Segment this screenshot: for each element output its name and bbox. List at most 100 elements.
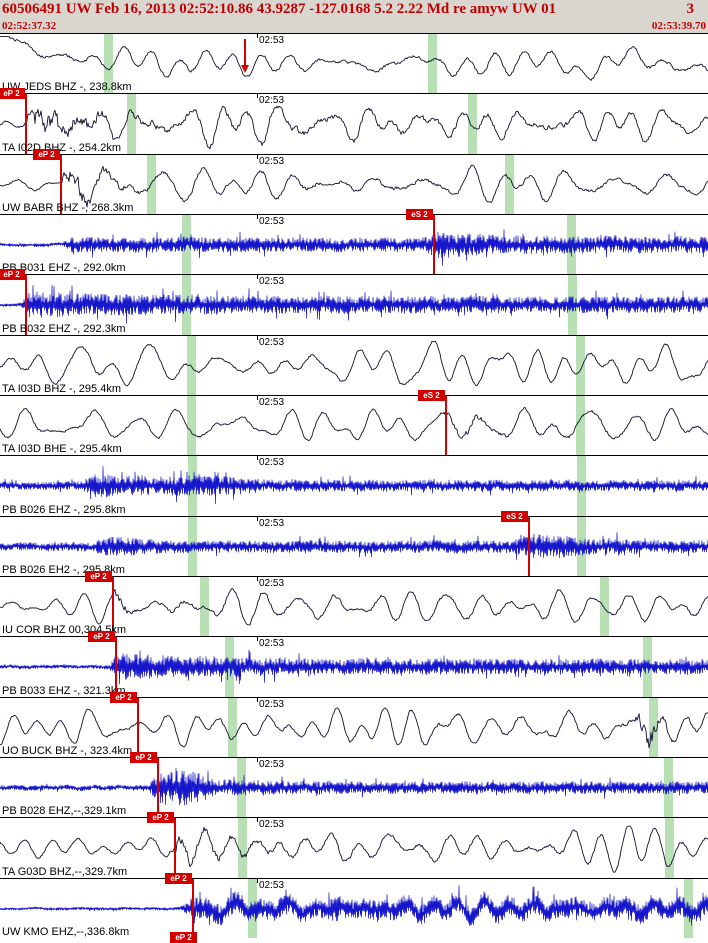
minute-label: 02:53: [259, 879, 285, 891]
trace-panel[interactable]: 02:53 UW BABR BHZ -, 268.3km eP 2: [0, 148, 708, 214]
waveform-trace[interactable]: [0, 879, 708, 938]
waveform-trace[interactable]: [0, 94, 708, 153]
predicted-phase-bar: [428, 34, 437, 94]
pick-flag[interactable]: eP 2: [0, 269, 25, 281]
waveform-trace[interactable]: [0, 456, 708, 515]
pick-flag[interactable]: eP 2: [33, 148, 60, 160]
waveform-trace[interactable]: [0, 698, 708, 757]
header-bar: 60506491 UW Feb 16, 2013 02:52:10.86 43.…: [0, 0, 708, 33]
predicted-phase-bar: [104, 34, 113, 94]
predicted-phase-bar: [576, 335, 585, 395]
station-label: UW JEDS BHZ -, 238.8km: [2, 81, 132, 94]
minute-tick: [257, 94, 258, 99]
waveform-trace[interactable]: [0, 758, 708, 817]
pick-flag[interactable]: eP 2: [0, 88, 25, 100]
predicted-phase-bar: [187, 395, 196, 456]
minute-label: 02:53: [259, 336, 285, 348]
trace-panel[interactable]: 02:53 TA I03D BHZ -, 295.4km: [0, 334, 708, 395]
station-label: PB B026 EHZ -, 295.8km: [2, 503, 126, 516]
minute-tick: [257, 456, 258, 461]
waveform-trace[interactable]: [0, 818, 708, 877]
predicted-phase-bar: [665, 818, 674, 878]
waveform-trace[interactable]: [0, 336, 708, 395]
predicted-phase-bar: [147, 154, 156, 214]
pick-line[interactable]: [157, 757, 159, 818]
pick-flag[interactable]: eS 2: [501, 510, 528, 522]
trace-panel[interactable]: 02:53 PB B026 EH2 -, 295.8km eS 2: [0, 510, 708, 576]
pick-line[interactable]: [528, 516, 530, 576]
predicted-phase-bar: [238, 818, 247, 878]
trace-panel[interactable]: 02:53 TA G03D BHZ,--,329.7km eP 2: [0, 812, 708, 878]
trace-panel[interactable]: 02:53 TA I03D BHE -, 295.4km eS 2: [0, 389, 708, 456]
trace-panel[interactable]: 02:53 UW JEDS BHZ -, 238.8km: [0, 33, 708, 94]
waveform-trace[interactable]: [0, 517, 708, 576]
predicted-phase-bar: [576, 395, 585, 456]
minute-tick: [257, 637, 258, 642]
station-label: PB B033 EHZ -, 321.3km: [2, 684, 126, 697]
minute-label: 02:53: [259, 95, 285, 107]
station-label: TA G03D BHZ,--,329.7km: [2, 865, 128, 878]
predicted-phase-bar: [505, 154, 514, 214]
trace-panel[interactable]: 02:53 UW KMO EHZ,--,336.8km eP 2 eP 2: [0, 872, 708, 943]
minute-tick: [257, 395, 258, 400]
pick-line[interactable]: [60, 154, 62, 214]
station-label: UW BABR BHZ -, 268.3km: [2, 201, 134, 214]
pick-flag[interactable]: eP 2: [165, 872, 192, 884]
pick-flag[interactable]: eS 2: [406, 208, 433, 220]
time-row: 02:52:37.32 02:53:39.70: [0, 20, 708, 33]
trace-panel[interactable]: 02:53 PB B026 EHZ -, 295.8km: [0, 455, 708, 516]
minute-tick: [257, 757, 258, 762]
pick-flag[interactable]: eP 2: [130, 751, 157, 763]
station-label: PB B031 EHZ -, 292.0km: [2, 262, 126, 275]
pick-flag[interactable]: eP 2: [88, 631, 115, 643]
station-label: PB B028 EHZ,--,329.1km: [2, 805, 127, 818]
minute-tick: [257, 516, 258, 521]
minute-label: 02:53: [259, 698, 285, 710]
cursor-arrow-head: [241, 65, 249, 73]
pick-line[interactable]: [25, 94, 27, 154]
trace-panel[interactable]: 02:53 PB B028 EHZ,--,329.1km eP 2: [0, 751, 708, 818]
minute-tick: [257, 576, 258, 581]
trace-panel[interactable]: 02:53 PB B032 EHZ -, 292.3km eP 2: [0, 269, 708, 335]
pick-line[interactable]: [174, 818, 176, 878]
station-label: PB B032 EHZ -, 292.3km: [2, 322, 126, 335]
waveform-trace[interactable]: [0, 577, 708, 636]
pick-flag[interactable]: eP 2: [85, 570, 112, 582]
waveform-trace[interactable]: [0, 396, 708, 455]
pick-line[interactable]: [445, 395, 447, 456]
page-indicator: 3: [686, 1, 695, 17]
minute-tick: [257, 214, 258, 219]
pick-line[interactable]: [115, 637, 117, 697]
waveform-trace[interactable]: [0, 34, 708, 93]
station-label: UO BUCK BHZ -, 323.4km: [2, 744, 133, 757]
minute-tick: [257, 818, 258, 823]
trace-panel[interactable]: 02:53 PB B033 EHZ -, 321.3km eP 2: [0, 631, 708, 697]
pick-line[interactable]: [192, 878, 194, 938]
waveform-trace[interactable]: [0, 637, 708, 696]
trace-panel[interactable]: 02:53 IU COR BHZ 00,304.5km eP 2: [0, 570, 708, 637]
predicted-phase-bar: [468, 94, 477, 154]
predicted-phase-bar: [600, 576, 609, 637]
minute-tick: [257, 878, 258, 883]
minute-label: 02:53: [259, 758, 285, 770]
pick-flag[interactable]: eP 2: [110, 691, 137, 703]
minute-tick: [257, 697, 258, 702]
pick-line[interactable]: [25, 275, 27, 335]
pick-flag[interactable]: eP 2: [147, 812, 174, 824]
waveform-trace[interactable]: [0, 275, 708, 334]
pick-line[interactable]: [433, 214, 435, 275]
trace-area: 02:53 UW JEDS BHZ -, 238.8km 02:53 TA I0…: [0, 33, 708, 943]
trace-panel[interactable]: 02:53 TA I02D BHZ -, 254.2km eP 2: [0, 88, 708, 154]
trace-panel[interactable]: 02:53 UO BUCK BHZ -, 323.4km eP 2: [0, 691, 708, 757]
pick-flag-cutoff[interactable]: eP 2: [170, 931, 197, 943]
waveform-trace[interactable]: [0, 215, 708, 274]
minute-label: 02:53: [259, 819, 285, 831]
pick-line[interactable]: [137, 697, 139, 757]
predicted-phase-bar: [127, 94, 136, 154]
predicted-phase-bar: [200, 576, 209, 637]
pick-flag[interactable]: eS 2: [418, 389, 445, 401]
trace-panel[interactable]: 02:53 PB B031 EHZ -, 292.0km eS 2: [0, 208, 708, 275]
pick-line[interactable]: [112, 576, 114, 637]
minute-tick: [257, 154, 258, 159]
waveform-trace[interactable]: [0, 155, 708, 214]
